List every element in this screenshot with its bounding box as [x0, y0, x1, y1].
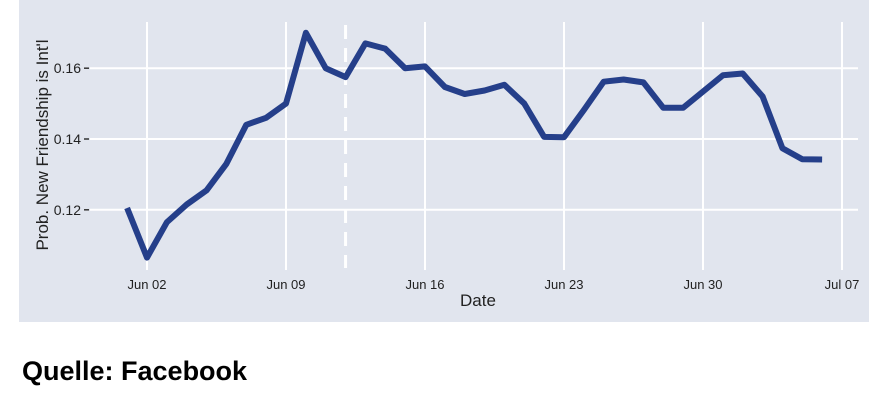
- series-line: [124, 29, 823, 261]
- x-tick-label: Jun 23: [544, 277, 583, 292]
- y-tick-label: 0.14: [54, 131, 81, 147]
- y-axis-label: Prob. New Friendship is Int'l: [33, 39, 52, 250]
- x-tick-label: Jun 16: [405, 277, 444, 292]
- x-tick-label: Jun 09: [266, 277, 305, 292]
- x-tick-label: Jun 02: [127, 277, 166, 292]
- chart-panel: [19, 0, 869, 322]
- x-axis-label: Date: [460, 291, 496, 310]
- y-tick-label: 0.12: [54, 202, 81, 218]
- x-tick-label: Jun 30: [683, 277, 722, 292]
- x-tick-label: Jul 07: [825, 277, 860, 292]
- y-tick-label: 0.16: [54, 60, 81, 76]
- source-caption: Quelle: Facebook: [22, 356, 248, 386]
